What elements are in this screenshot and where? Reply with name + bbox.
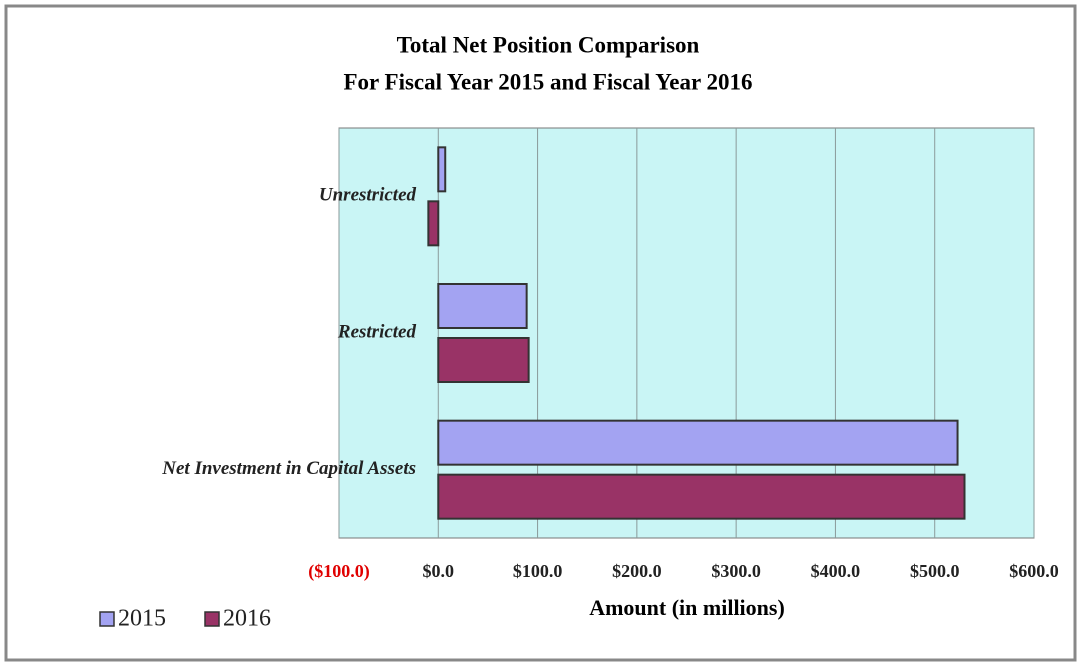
x-tick-label: $0.0 (423, 561, 455, 581)
plot-area (338, 127, 1035, 539)
bar (437, 473, 966, 520)
legend-label: 2015 (118, 606, 166, 632)
chart-title: For Fiscal Year 2015 and Fiscal Year 201… (343, 69, 752, 94)
x-tick-label: $500.0 (910, 561, 960, 581)
bar (437, 337, 530, 383)
x-tick-label: $100.0 (513, 561, 563, 581)
x-tick-label: $300.0 (711, 561, 761, 581)
chart-title: Total Net Position Comparison (397, 32, 700, 57)
x-axis-title: Amount (in millions) (589, 595, 785, 620)
y-tick-label: Restricted (337, 321, 417, 342)
legend-label: 2016 (223, 606, 271, 632)
bar (427, 200, 440, 247)
y-tick-label: Net Investment in Capital Assets (161, 458, 416, 479)
x-tick-label: $200.0 (612, 561, 662, 581)
x-tick-label: $400.0 (811, 561, 861, 581)
legend-swatch (204, 611, 220, 627)
bar (437, 283, 528, 329)
legend-swatch (99, 611, 115, 627)
y-tick-label: Unrestricted (319, 185, 417, 206)
bar (437, 419, 959, 466)
x-tick-label: ($100.0) (308, 561, 370, 582)
bar (437, 146, 447, 193)
x-tick-label: $600.0 (1009, 561, 1059, 581)
